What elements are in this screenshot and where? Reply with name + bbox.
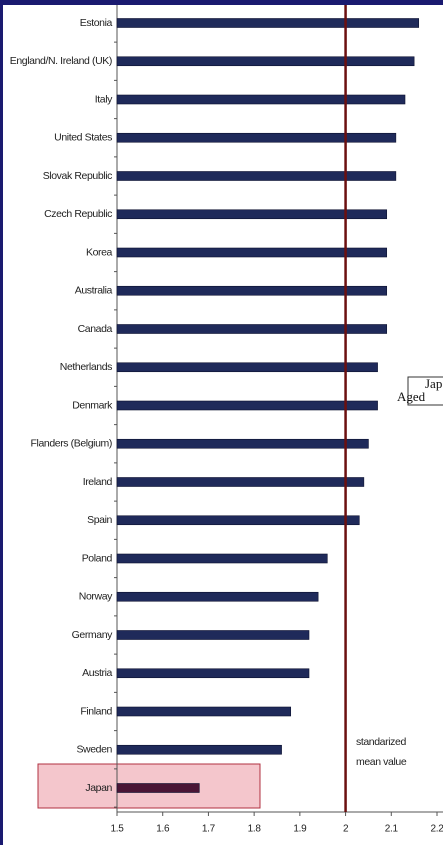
callout-text: Aged — [397, 389, 426, 404]
bar — [116, 362, 378, 373]
y-tick-label: Canada — [78, 323, 113, 335]
bar — [116, 400, 378, 411]
y-tick-label: Norway — [79, 591, 113, 603]
bar — [116, 744, 282, 755]
y-tick-label: Netherlands — [60, 361, 112, 373]
bar — [116, 18, 420, 28]
bar — [116, 171, 397, 181]
x-tick-label: 1.6 — [156, 824, 170, 835]
y-tick-label: England/N. Ireland (UK) — [10, 55, 112, 67]
y-tick-label: Spain — [87, 514, 112, 526]
reference-label: standarized — [356, 736, 406, 748]
y-tick-label: Flanders (Belgium) — [31, 438, 113, 450]
x-tick-label: 1.7 — [202, 824, 216, 835]
bar — [116, 477, 365, 487]
x-tick-label: 2.1 — [385, 824, 399, 835]
x-tick-label: 1.8 — [248, 824, 262, 835]
y-tick-label: Germany — [72, 629, 114, 641]
y-tick-label: Denmark — [72, 399, 113, 411]
y-tick-label: Italy — [95, 93, 113, 105]
y-tick-label: Finland — [80, 705, 112, 717]
bar — [116, 209, 388, 220]
highlight-box — [37, 763, 261, 809]
y-tick-label: Ireland — [83, 476, 113, 488]
x-tick-label: 2.2 — [430, 824, 443, 835]
bar — [116, 553, 328, 564]
y-tick-label: Japan — [85, 782, 112, 794]
plot-background — [3, 5, 443, 845]
y-tick-label: United States — [54, 132, 112, 144]
callout-text: Jap — [425, 376, 442, 391]
y-tick-label: Korea — [86, 246, 113, 258]
bar — [116, 285, 388, 296]
callout-box — [407, 376, 443, 406]
y-tick-label: Czech Republic — [44, 208, 112, 220]
y-tick-label: Estonia — [80, 17, 113, 29]
y-tick-label: Sweden — [76, 744, 112, 756]
bar — [116, 247, 388, 258]
bar — [116, 94, 406, 105]
reference-label: mean value — [356, 756, 407, 768]
y-tick-label: Poland — [82, 552, 113, 564]
y-tick-label: Australia — [75, 285, 113, 297]
bar — [116, 438, 369, 449]
bar — [116, 668, 310, 679]
y-tick-label: Slovak Republic — [43, 170, 112, 182]
x-tick-label: 1.9 — [293, 824, 307, 835]
bar — [116, 515, 360, 526]
x-tick-label: 2 — [343, 824, 349, 835]
bar — [116, 706, 292, 717]
bar — [116, 132, 397, 143]
bar — [116, 591, 319, 602]
y-tick-label: Austria — [82, 667, 112, 679]
bar — [116, 56, 415, 67]
bar — [116, 783, 200, 793]
bar — [116, 324, 388, 334]
x-tick-label: 1.5 — [110, 824, 124, 835]
bar — [116, 630, 310, 640]
